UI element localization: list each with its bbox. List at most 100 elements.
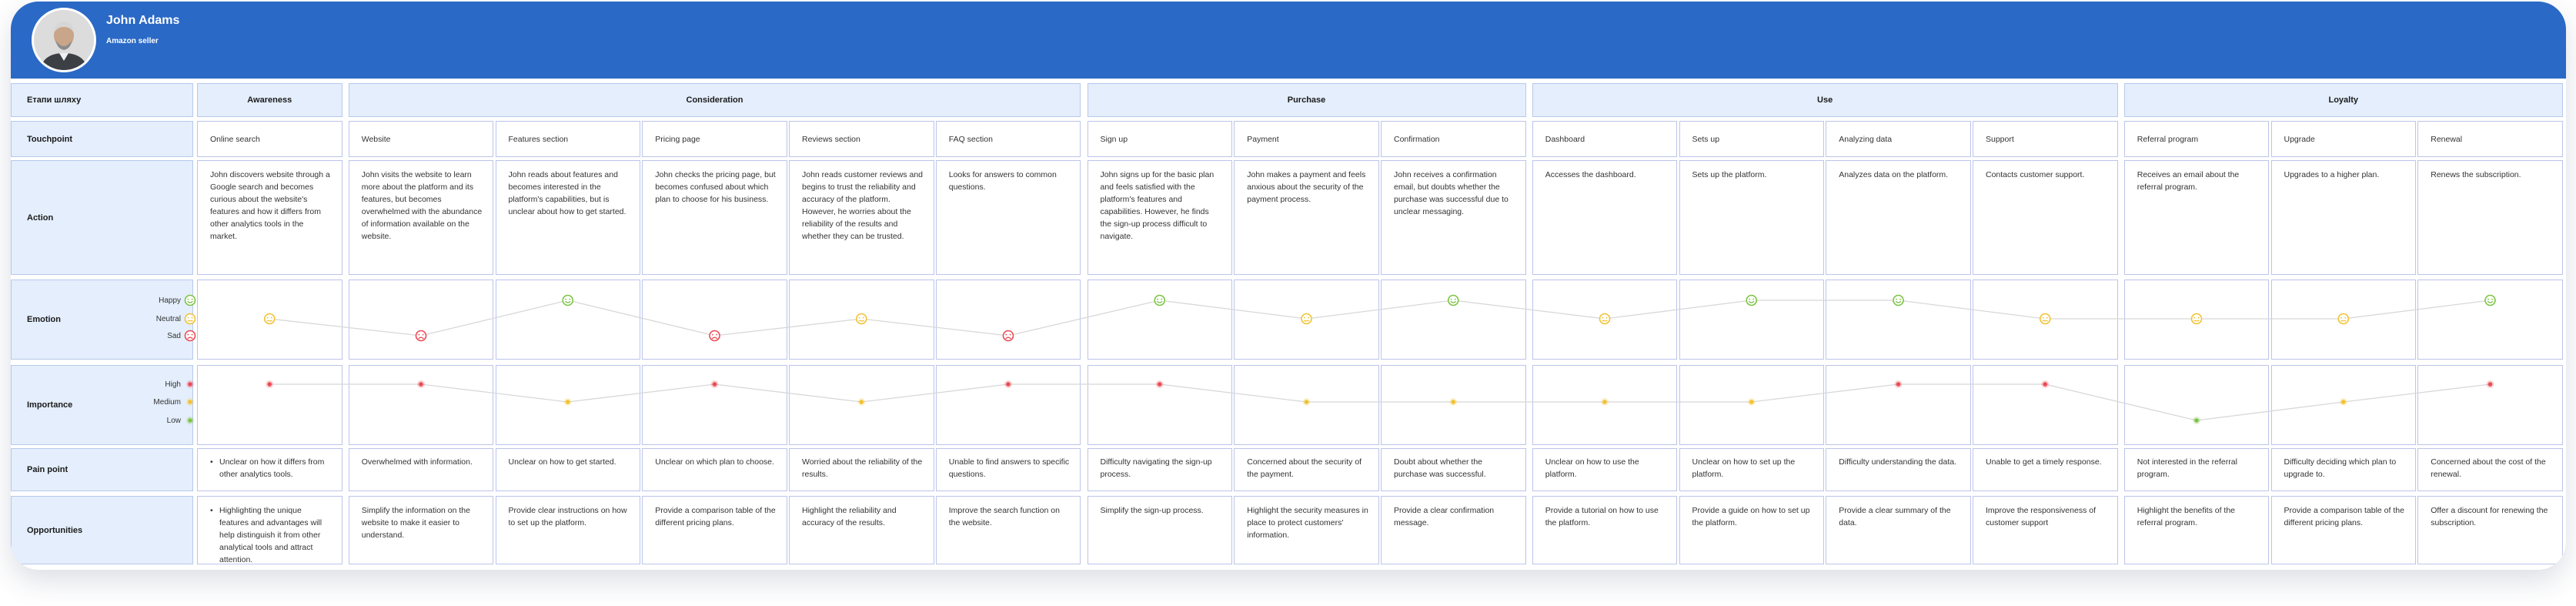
touchpoint-cell: Reviews section (789, 121, 934, 157)
pain-point-text: Unclear on how to get started. (508, 457, 616, 467)
row-label-text: Importance (27, 400, 73, 410)
opportunity-text: Offer a discount for renewing the subscr… (2431, 506, 2548, 527)
emotion-cell (1826, 280, 1971, 360)
action-text: John reads customer reviews and begins t… (802, 170, 923, 241)
emotion-cell (1087, 280, 1232, 360)
emotion-cell (642, 280, 787, 360)
action-cell: Analyzes data on the platform. (1826, 160, 1971, 275)
pain-point-text: Unclear on how to use the platform. (1545, 457, 1639, 479)
opportunity-text: Highlight the benefits of the referral p… (2137, 506, 2236, 527)
touchpoint-cell: Analyzing data (1826, 121, 1971, 157)
action-text: Renews the subscription. (2431, 170, 2521, 179)
row-label-pain: Pain point (11, 448, 193, 491)
importance-high-marker (266, 380, 274, 388)
pain-point-text: Unable to find answers to specific quest… (948, 457, 1070, 479)
importance-cell (495, 365, 640, 445)
opportunity-text: Provide a tutorial on how to use the pla… (1545, 506, 1659, 527)
row-label-text: Pain point (27, 465, 68, 474)
stage-header-use: Use (1532, 83, 2118, 117)
opportunity-cell: Highlight the security measures in place… (1234, 496, 1379, 564)
action-cell: Sets up the platform. (1679, 160, 1824, 275)
importance-medium-marker (857, 398, 866, 406)
importance-high-marker (2486, 380, 2494, 388)
emotion-neutral-icon (2337, 313, 2350, 325)
pain-point-text: Concerned about the cost of the renewal. (2431, 457, 2546, 479)
stage-header-purchase: Purchase (1087, 83, 1526, 117)
touchpoint-text: Online search (210, 134, 260, 144)
stage-header-awareness: Awareness (197, 83, 342, 117)
pain-point-cell: Difficulty navigating the sign-up proces… (1087, 448, 1232, 491)
importance-medium-marker (1302, 398, 1311, 406)
importance-high-marker (1894, 380, 1903, 388)
emotion-cell (1532, 280, 1678, 360)
emotion-legend-happy: Happy (159, 294, 196, 306)
emotion-cell (1381, 280, 1526, 360)
pain-point-cell: Doubt about whether the purchase was suc… (1381, 448, 1526, 491)
action-cell: John signs up for the basic plan and fee… (1087, 160, 1232, 275)
touchpoint-cell: Dashboard (1532, 121, 1678, 157)
pain-point-text: Unclear on how to set up the platform. (1692, 457, 1796, 479)
importance-medium-marker (2339, 398, 2347, 406)
opportunity-text: Simplify the information on the website … (361, 506, 470, 540)
opportunity-text: Highlight the reliability and accuracy o… (802, 506, 897, 527)
importance-high-marker (2041, 380, 2050, 388)
touchpoint-cell: Features section (495, 121, 640, 157)
legend-label: Medium (153, 397, 181, 407)
touchpoint-text: Dashboard (1545, 134, 1585, 144)
emotion-neutral-icon (2039, 313, 2051, 325)
emotion-neutral-icon (1301, 313, 1312, 325)
opportunity-cell: Provide a comparison table of the differ… (2270, 496, 2416, 564)
row-label-action: Action (11, 160, 193, 275)
action-text: John makes a payment and feels anxious a… (1247, 170, 1366, 204)
opportunity-cell: Simplify the sign-up process. (1087, 496, 1232, 564)
pain-point-text: Not interested in the referral program. (2137, 457, 2237, 479)
pain-point-text: Overwhelmed with information. (361, 457, 473, 467)
touchpoint-text: Confirmation (1394, 134, 1440, 144)
opportunity-cell: Improve the search function on the websi… (935, 496, 1081, 564)
row-label-touchpoint: Touchpoint (11, 121, 193, 157)
action-text: Looks for answers to common questions. (948, 170, 1057, 192)
pain-point-cell: Unable to get a timely response. (1973, 448, 2118, 491)
action-text: Accesses the dashboard. (1545, 170, 1636, 179)
pain-point-text: Unable to get a timely response. (1986, 457, 2102, 467)
action-text: Contacts customer support. (1986, 170, 2085, 179)
emotion-trend-line (269, 300, 2491, 336)
opportunity-cell: Highlight the reliability and accuracy o… (789, 496, 934, 564)
importance-high-marker (1004, 380, 1012, 388)
action-text: John discovers website through a Google … (210, 170, 330, 241)
opportunity-cell: Provide a tutorial on how to use the pla… (1532, 496, 1678, 564)
importance-cell (1234, 365, 1379, 445)
opportunity-text: Provide a comparison table of the differ… (655, 506, 776, 527)
action-text: Sets up the platform. (1692, 170, 1767, 179)
touchpoint-cell: Upgrade (2270, 121, 2416, 157)
importance-high-marker (417, 380, 425, 388)
stage-name: Purchase (1287, 95, 1326, 105)
touchpoint-cell: Sets up (1679, 121, 1824, 157)
opportunity-cell: Provide clear instructions on how to set… (495, 496, 640, 564)
row-label-text: Opportunities (27, 525, 83, 535)
action-text: John reads about features and becomes in… (508, 170, 626, 216)
row-label-text: Action (27, 213, 54, 223)
action-cell: John reads customer reviews and begins t… (789, 160, 934, 275)
importance-high-marker (710, 380, 719, 388)
action-text: John checks the pricing page, but become… (655, 170, 776, 204)
opportunity-text: Provide a guide on how to set up the pla… (1692, 506, 1810, 527)
opportunity-cell: Provide a clear confirmation message. (1381, 496, 1526, 564)
emotion-cell (935, 280, 1081, 360)
person-avatar-icon (34, 10, 94, 70)
emotion-cell (2417, 280, 2563, 360)
importance-cell (1087, 365, 1232, 445)
opportunity-text: Provide a clear confirmation message. (1394, 506, 1495, 527)
action-cell: John receives a confirmation email, but … (1381, 160, 1526, 275)
action-cell: John visits the website to learn more ab… (348, 160, 494, 275)
opportunity-cell: Provide a comparison table of the differ… (642, 496, 787, 564)
action-text: John receives a confirmation email, but … (1394, 170, 1509, 216)
emotion-happy-icon (1893, 294, 1904, 306)
stage-name: Use (1817, 95, 1833, 105)
emotion-happy-icon (562, 294, 574, 306)
touchpoint-text: Support (1986, 134, 2014, 144)
action-cell: Renews the subscription. (2417, 160, 2563, 275)
action-cell: John makes a payment and feels anxious a… (1234, 160, 1379, 275)
touchpoint-text: Analyzing data (1839, 134, 1893, 144)
importance-cell (197, 365, 342, 445)
